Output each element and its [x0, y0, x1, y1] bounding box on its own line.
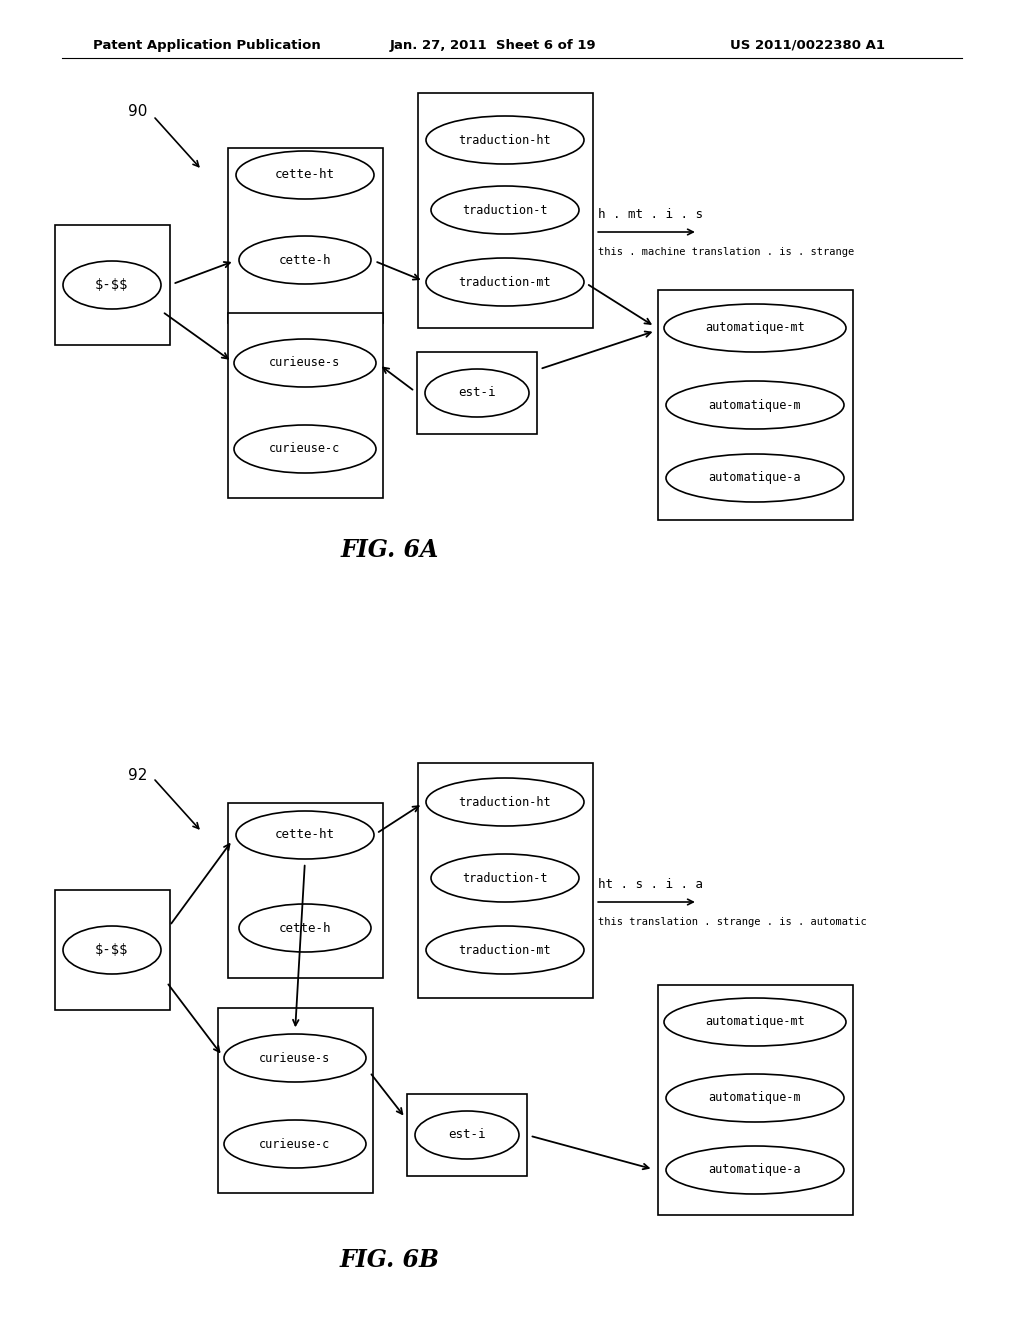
Ellipse shape: [224, 1034, 366, 1082]
Text: curieuse-s: curieuse-s: [259, 1052, 331, 1064]
Ellipse shape: [426, 116, 584, 164]
Ellipse shape: [426, 777, 584, 826]
Text: Patent Application Publication: Patent Application Publication: [93, 38, 321, 51]
Text: ht . s . i . a: ht . s . i . a: [598, 878, 703, 891]
Ellipse shape: [666, 381, 844, 429]
Text: est-i: est-i: [459, 387, 496, 400]
Text: 92: 92: [128, 767, 147, 783]
Bar: [227, 803, 383, 978]
Text: FIG. 6A: FIG. 6A: [341, 539, 439, 562]
Ellipse shape: [664, 304, 846, 352]
Bar: [418, 92, 593, 327]
Text: 90: 90: [128, 104, 147, 120]
Ellipse shape: [666, 1074, 844, 1122]
Text: cette-ht: cette-ht: [275, 829, 335, 842]
Ellipse shape: [415, 1111, 519, 1159]
Ellipse shape: [431, 186, 579, 234]
Text: cette-h: cette-h: [279, 921, 331, 935]
Ellipse shape: [234, 339, 376, 387]
Ellipse shape: [666, 454, 844, 502]
Ellipse shape: [224, 1119, 366, 1168]
Ellipse shape: [63, 261, 161, 309]
Text: traduction-ht: traduction-ht: [459, 796, 551, 808]
Text: US 2011/0022380 A1: US 2011/0022380 A1: [730, 38, 885, 51]
Bar: [657, 985, 853, 1214]
Ellipse shape: [239, 236, 371, 284]
Bar: [217, 1007, 373, 1192]
Text: this . machine translation . is . strange: this . machine translation . is . strang…: [598, 247, 854, 257]
Bar: [227, 148, 383, 322]
Ellipse shape: [236, 150, 374, 199]
Text: traduction-t: traduction-t: [462, 871, 548, 884]
Ellipse shape: [426, 927, 584, 974]
Text: this translation . strange . is . automatic: this translation . strange . is . automa…: [598, 917, 866, 927]
Bar: [657, 290, 853, 520]
Ellipse shape: [664, 998, 846, 1045]
Text: traduction-mt: traduction-mt: [459, 276, 551, 289]
Ellipse shape: [666, 1146, 844, 1195]
Ellipse shape: [234, 425, 376, 473]
Text: traduction-mt: traduction-mt: [459, 944, 551, 957]
Text: automatique-m: automatique-m: [709, 1092, 802, 1105]
Ellipse shape: [426, 257, 584, 306]
Text: traduction-ht: traduction-ht: [459, 133, 551, 147]
Bar: [227, 313, 383, 498]
Text: $-$$: $-$$: [95, 942, 129, 957]
Text: cette-h: cette-h: [279, 253, 331, 267]
Text: automatique-m: automatique-m: [709, 399, 802, 412]
Text: traduction-t: traduction-t: [462, 203, 548, 216]
Text: Jan. 27, 2011  Sheet 6 of 19: Jan. 27, 2011 Sheet 6 of 19: [390, 38, 597, 51]
Text: FIG. 6B: FIG. 6B: [340, 1247, 440, 1272]
Text: cette-ht: cette-ht: [275, 169, 335, 181]
Text: automatique-a: automatique-a: [709, 1163, 802, 1176]
Bar: [418, 763, 593, 998]
Text: curieuse-c: curieuse-c: [259, 1138, 331, 1151]
Bar: [417, 352, 537, 434]
Ellipse shape: [236, 810, 374, 859]
Bar: [54, 224, 170, 345]
Text: automatique-mt: automatique-mt: [706, 322, 805, 334]
Ellipse shape: [239, 904, 371, 952]
Text: h . mt . i . s: h . mt . i . s: [598, 209, 703, 220]
Ellipse shape: [425, 370, 529, 417]
Text: automatique-a: automatique-a: [709, 471, 802, 484]
Text: curieuse-s: curieuse-s: [269, 356, 341, 370]
Text: curieuse-c: curieuse-c: [269, 442, 341, 455]
Text: est-i: est-i: [449, 1129, 485, 1142]
Bar: [54, 890, 170, 1010]
Ellipse shape: [63, 927, 161, 974]
Text: $-$$: $-$$: [95, 279, 129, 292]
Bar: [407, 1094, 527, 1176]
Ellipse shape: [431, 854, 579, 902]
Text: automatique-mt: automatique-mt: [706, 1015, 805, 1028]
